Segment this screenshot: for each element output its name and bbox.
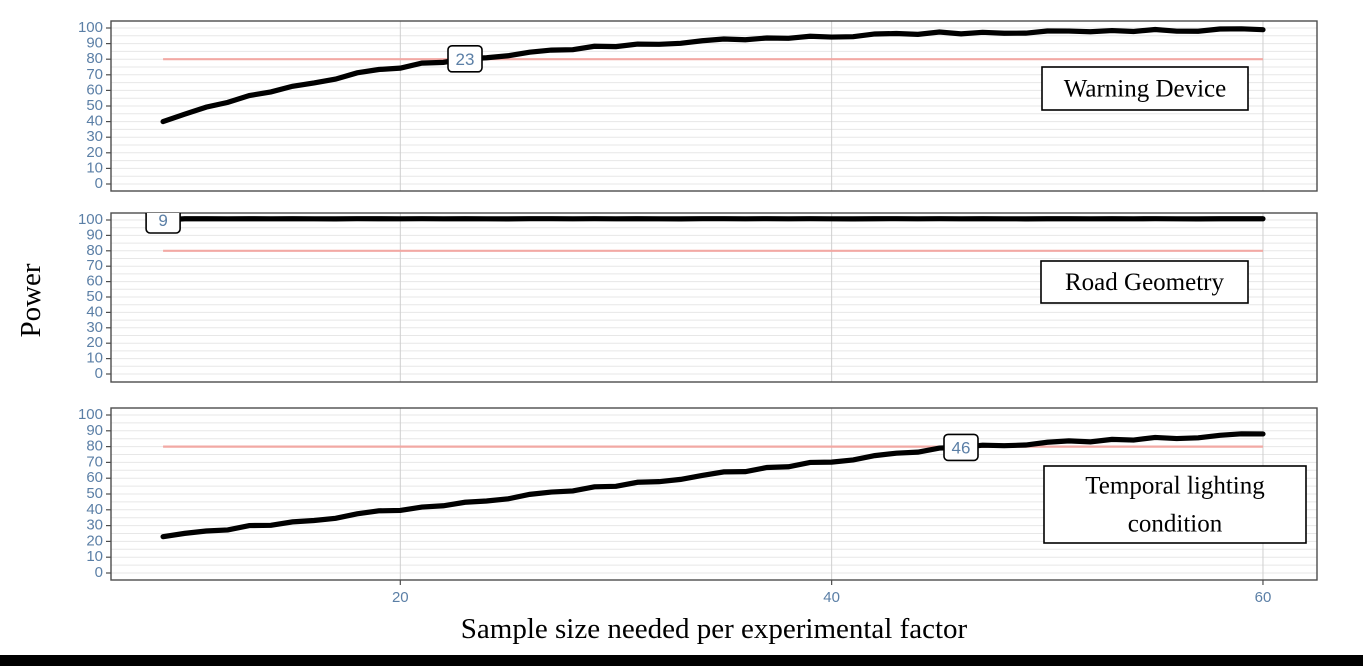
svg-text:100: 100 (78, 406, 103, 423)
svg-text:90: 90 (86, 422, 103, 439)
svg-text:50: 50 (86, 97, 103, 114)
svg-text:60: 60 (86, 273, 103, 290)
svg-text:40: 40 (86, 113, 103, 130)
svg-text:30: 30 (86, 319, 103, 336)
svg-text:70: 70 (86, 66, 103, 83)
svg-text:0: 0 (95, 175, 103, 192)
svg-text:90: 90 (86, 226, 103, 243)
svg-text:46: 46 (952, 438, 971, 457)
svg-text:70: 70 (86, 257, 103, 274)
svg-text:30: 30 (86, 128, 103, 145)
svg-text:condition: condition (1128, 511, 1223, 538)
svg-text:Sample size needed per experim: Sample size needed per experimental fact… (461, 613, 968, 645)
svg-text:60: 60 (86, 81, 103, 98)
svg-text:10: 10 (86, 548, 103, 565)
svg-text:10: 10 (86, 350, 103, 367)
svg-text:40: 40 (86, 303, 103, 320)
svg-text:0: 0 (95, 564, 103, 581)
svg-text:Temporal lighting: Temporal lighting (1085, 473, 1265, 500)
svg-text:20: 20 (86, 532, 103, 549)
svg-text:30: 30 (86, 517, 103, 534)
svg-text:90: 90 (86, 35, 103, 52)
svg-text:Warning Device: Warning Device (1064, 76, 1227, 103)
svg-text:9: 9 (158, 211, 167, 230)
svg-text:80: 80 (86, 438, 103, 455)
svg-text:40: 40 (86, 501, 103, 518)
svg-text:50: 50 (86, 288, 103, 305)
svg-text:80: 80 (86, 242, 103, 259)
svg-text:Power: Power (15, 263, 47, 337)
svg-text:70: 70 (86, 453, 103, 470)
svg-text:10: 10 (86, 159, 103, 176)
svg-text:60: 60 (86, 469, 103, 486)
svg-text:50: 50 (86, 485, 103, 502)
svg-text:40: 40 (823, 589, 840, 606)
svg-text:20: 20 (86, 334, 103, 351)
svg-text:0: 0 (95, 365, 103, 382)
svg-text:Road Geometry: Road Geometry (1065, 269, 1224, 296)
svg-text:20: 20 (392, 589, 409, 606)
svg-text:100: 100 (78, 211, 103, 228)
svg-text:60: 60 (1255, 589, 1272, 606)
svg-text:23: 23 (456, 50, 475, 69)
svg-text:80: 80 (86, 50, 103, 67)
svg-text:20: 20 (86, 144, 103, 161)
svg-text:100: 100 (78, 19, 103, 36)
